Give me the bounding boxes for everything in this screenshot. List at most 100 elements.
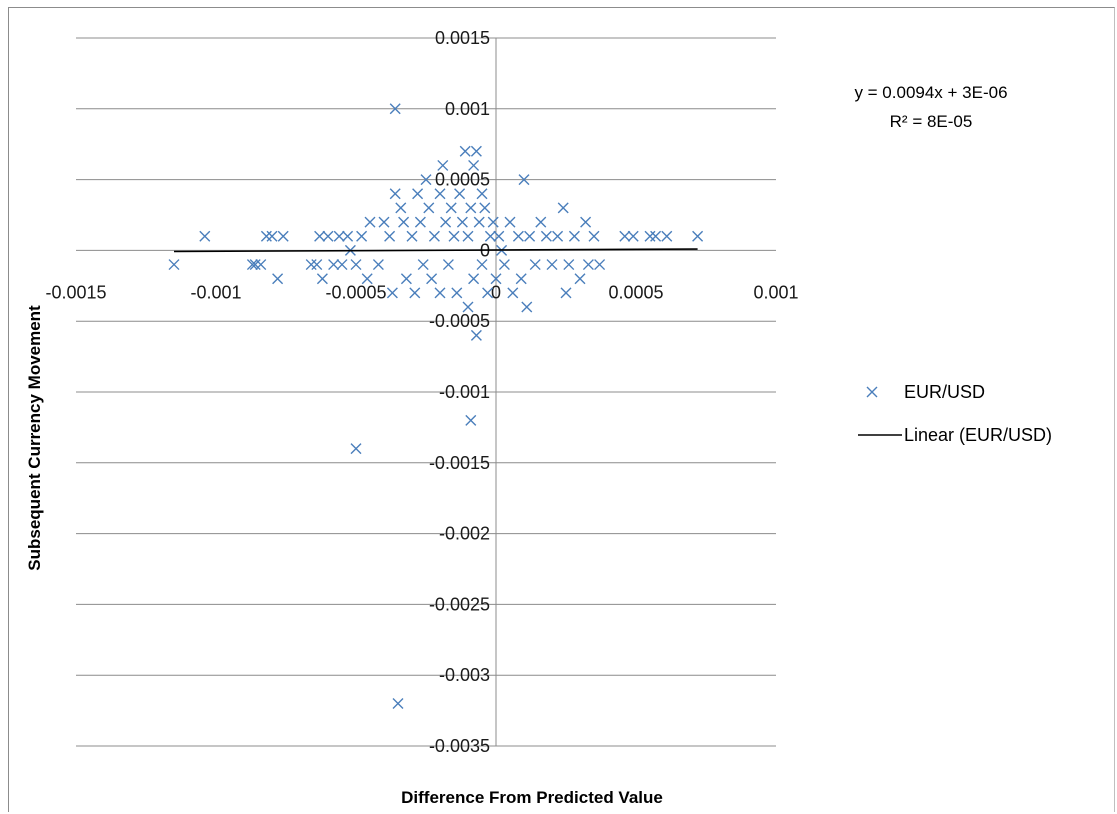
x-tick-label-0: -0.0015 (45, 282, 106, 302)
data-point-94 (619, 230, 631, 242)
data-point-73 (504, 216, 516, 228)
data-point-85 (557, 202, 569, 214)
y-tick-label-9: -0.003 (439, 665, 490, 685)
y-tick-label-10: -0.0035 (429, 736, 490, 756)
x-tick-labels: -0.0015 -0.001 -0.0005 0 0.0005 0.001 (45, 282, 798, 302)
x-tick-label-3: 0 (491, 282, 501, 302)
data-point-68 (487, 216, 499, 228)
data-point-76 (515, 273, 527, 285)
data-point-25 (378, 216, 390, 228)
data-point-41 (426, 273, 438, 285)
data-point-52 (456, 216, 468, 228)
data-point-65 (479, 202, 491, 214)
data-point-44 (434, 287, 446, 299)
data-point-10 (311, 259, 323, 271)
data-point-78 (521, 301, 533, 313)
data-point-2 (246, 259, 258, 271)
data-point-66 (482, 287, 494, 299)
x-tick-label-4: 0.0005 (608, 282, 663, 302)
data-point-30 (392, 698, 404, 710)
data-point-79 (524, 230, 536, 242)
data-point-45 (437, 159, 449, 171)
data-point-84 (552, 230, 564, 242)
y-tick-label-7: -0.002 (439, 524, 490, 544)
data-point-8 (277, 230, 289, 242)
y-tick-label-5: -0.001 (439, 382, 490, 402)
data-point-36 (412, 188, 424, 200)
data-point-53 (459, 145, 471, 157)
legend-label-eur-usd: EUR/USD (904, 382, 985, 402)
data-point-46 (440, 216, 452, 228)
data-point-60 (470, 145, 482, 157)
legend-x-icon (866, 386, 878, 398)
data-point-34 (406, 230, 418, 242)
data-point-77 (518, 174, 530, 186)
data-point-47 (442, 259, 454, 271)
data-point-43 (434, 188, 446, 200)
data-point-69 (490, 273, 502, 285)
data-point-11 (314, 230, 326, 242)
data-point-51 (454, 188, 466, 200)
data-point-42 (428, 230, 440, 242)
data-point-82 (540, 230, 552, 242)
y-tick-label-0: 0.0015 (435, 28, 490, 48)
data-point-6 (266, 230, 278, 242)
data-point-16 (336, 259, 348, 271)
data-point-19 (350, 259, 362, 271)
data-point-38 (417, 259, 429, 271)
data-point-15 (333, 230, 345, 242)
data-point-56 (465, 202, 477, 214)
data-point-91 (582, 259, 594, 271)
y-tick-label-4: -0.0005 (429, 311, 490, 331)
data-point-17 (342, 230, 354, 242)
data-point-35 (409, 287, 421, 299)
data-point-92 (588, 230, 600, 242)
trendline-r-squared: R² = 8E-05 (890, 112, 973, 131)
data-point-4 (255, 259, 267, 271)
data-point-14 (328, 259, 340, 271)
data-point-28 (389, 188, 401, 200)
data-point-86 (560, 287, 572, 299)
data-point-87 (563, 259, 575, 271)
data-point-89 (574, 273, 586, 285)
data-point-90 (580, 216, 592, 228)
data-point-83 (546, 259, 558, 271)
data-point-5 (260, 230, 272, 242)
data-point-95 (627, 230, 639, 242)
data-point-74 (507, 287, 519, 299)
data-point-22 (361, 273, 373, 285)
data-points (168, 103, 704, 710)
data-point-32 (398, 216, 410, 228)
data-point-59 (468, 273, 480, 285)
data-point-58 (468, 159, 480, 171)
data-point-88 (568, 230, 580, 242)
data-point-81 (535, 216, 547, 228)
y-tick-label-2: 0.0005 (435, 170, 490, 190)
x-tick-label-5: 0.001 (753, 282, 798, 302)
data-point-72 (498, 259, 510, 271)
data-point-3 (249, 259, 261, 271)
x-tick-label-2: -0.0005 (325, 282, 386, 302)
data-point-39 (420, 174, 432, 186)
data-point-24 (372, 259, 384, 271)
data-point-12 (316, 273, 328, 285)
data-point-98 (661, 230, 673, 242)
data-point-64 (476, 259, 488, 271)
data-point-63 (476, 188, 488, 200)
data-point-57 (465, 414, 477, 426)
data-point-99 (692, 230, 704, 242)
y-tick-label-6: -0.0015 (429, 453, 490, 473)
data-point-75 (512, 230, 524, 242)
data-point-54 (462, 301, 474, 313)
data-point-61 (470, 329, 482, 341)
data-point-37 (414, 216, 426, 228)
x-axis-title: Difference From Predicted Value (401, 788, 663, 807)
y-tick-label-1: 0.001 (445, 99, 490, 119)
data-point-80 (529, 259, 541, 271)
data-point-27 (386, 287, 398, 299)
data-point-0 (168, 259, 180, 271)
legend-marker-eur-usd (866, 386, 878, 398)
data-point-26 (384, 230, 396, 242)
data-point-20 (350, 443, 362, 455)
